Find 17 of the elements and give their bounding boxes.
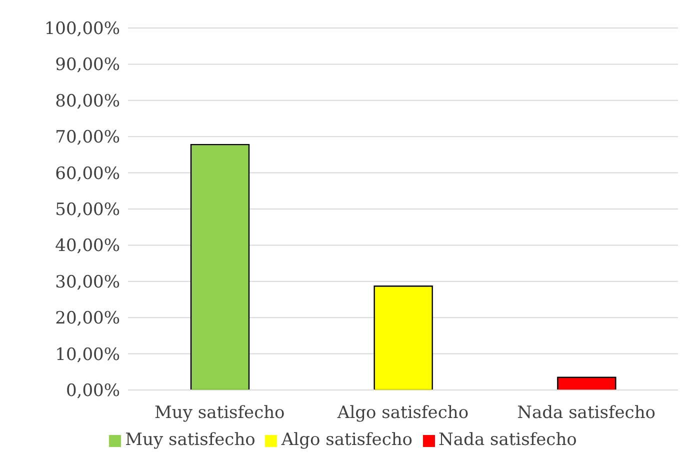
y-tick-label: 10,00% <box>55 344 120 365</box>
legend-label: Muy satisfecho <box>125 430 256 450</box>
x-tick-label: Nada satisfecho <box>517 403 656 424</box>
y-tick-label: 70,00% <box>55 128 120 148</box>
x-tick-label: Algo satisfecho <box>336 403 469 424</box>
y-tick-label: 90,00% <box>55 55 120 76</box>
x-tick-label: Muy satisfecho <box>154 403 285 424</box>
y-tick-label: 60,00% <box>55 164 120 184</box>
legend-label: Nada satisfecho <box>438 430 577 450</box>
y-tick-label: 30,00% <box>55 272 120 292</box>
y-tick-label: 20,00% <box>55 308 120 329</box>
legend-label: Algo satisfecho <box>281 430 413 450</box>
y-tick-label: 0,00% <box>66 381 120 402</box>
y-tick-label: 80,00% <box>55 91 120 112</box>
y-tick-label: 50,00% <box>55 200 120 220</box>
y-tick-label: 100,00% <box>44 19 120 40</box>
y-tick-label: 40,00% <box>55 236 120 256</box>
